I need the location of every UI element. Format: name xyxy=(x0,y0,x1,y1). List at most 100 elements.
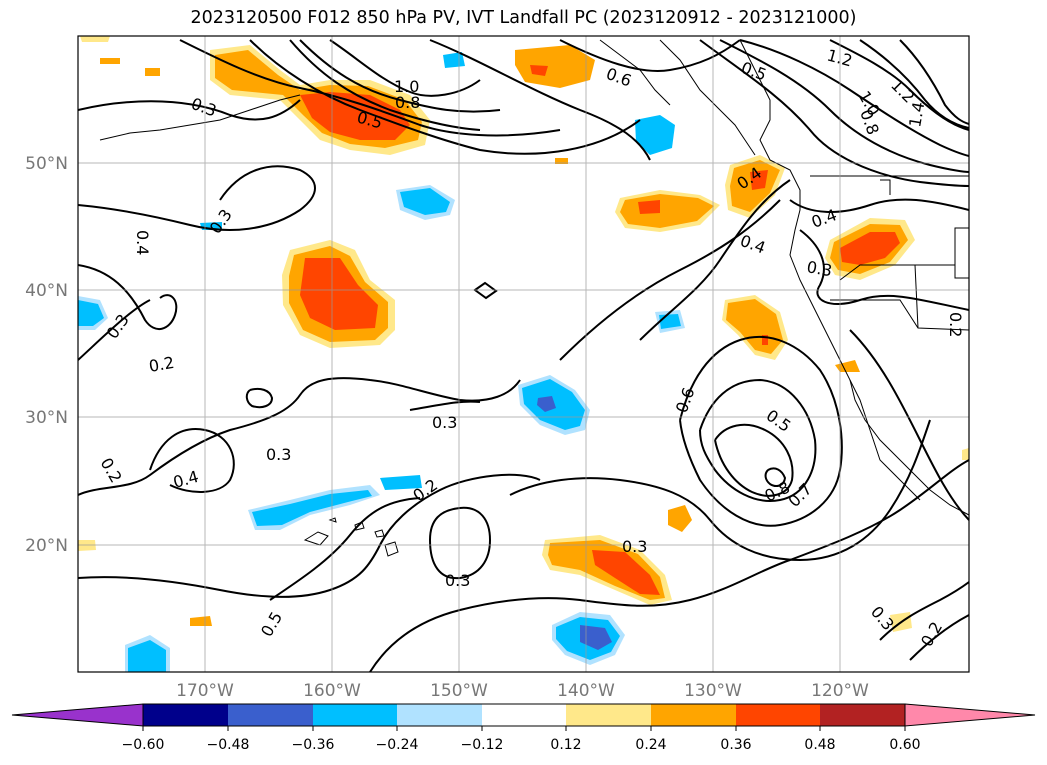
pv-positive-region xyxy=(515,45,595,88)
contour-line xyxy=(714,423,794,497)
contour-line xyxy=(78,377,521,496)
pv-positive-region xyxy=(100,58,120,64)
pv-negative-region xyxy=(580,625,612,650)
border xyxy=(839,264,955,281)
pv-positive-region xyxy=(726,299,783,354)
lon-label-120w: 120°W xyxy=(811,681,869,701)
colorbar-segment xyxy=(397,704,482,726)
colorbar-segment xyxy=(651,704,736,726)
island xyxy=(303,531,329,546)
contour-line xyxy=(799,229,969,311)
border xyxy=(914,264,919,329)
contour-line xyxy=(764,467,787,487)
colorbar-frame xyxy=(142,703,906,727)
contour-line xyxy=(699,39,969,187)
colorbar-segment xyxy=(313,704,397,726)
contour-label: 0.3 xyxy=(432,413,457,432)
contour-label: 0.2 xyxy=(147,353,175,376)
contour-line xyxy=(909,614,969,661)
lon-label-160w: 160°W xyxy=(303,681,361,701)
pv-negative-region xyxy=(128,640,166,672)
colorbar-low-extension xyxy=(11,703,144,727)
colorbar-tick-label: 0.36 xyxy=(720,737,751,753)
colorbar-tick-label: −0.24 xyxy=(376,737,419,753)
pv-negative-region xyxy=(635,115,675,155)
pv-positive-region xyxy=(300,258,378,330)
contour-line xyxy=(299,39,501,113)
border xyxy=(954,227,969,279)
contour-label: 0.2 xyxy=(946,312,965,337)
colorbar-tick-label: −0.48 xyxy=(207,737,250,753)
longitude-labels: 170°W 160°W 150°W 140°W 130°W 120°W xyxy=(176,681,869,701)
pv-negative-region xyxy=(78,300,104,326)
border xyxy=(830,299,969,331)
contour-label: 1.4 xyxy=(905,100,928,128)
contour-label: 0.4 xyxy=(133,230,152,255)
contour-line xyxy=(78,99,301,121)
colorbar-segment xyxy=(820,704,905,726)
ivt-contour-layer xyxy=(78,39,969,672)
island xyxy=(354,521,365,531)
contour-line xyxy=(699,378,817,502)
contour-line xyxy=(245,387,274,409)
colorbar-segment xyxy=(228,704,313,726)
coastline xyxy=(659,39,756,156)
contour-line xyxy=(78,473,541,598)
contour-line xyxy=(559,199,781,361)
lat-label-50n: 50°N xyxy=(25,154,68,174)
pv-negative-region xyxy=(537,396,556,412)
contour-line xyxy=(78,264,178,330)
pv-positive-region xyxy=(190,616,212,626)
contour-line xyxy=(289,39,481,131)
pv-fill-layer xyxy=(78,36,969,672)
pv-positive-region xyxy=(840,232,900,265)
pv-positive-region xyxy=(668,505,692,532)
colorbar-tick-label: 0.12 xyxy=(550,737,581,753)
lat-label-40n: 40°N xyxy=(25,281,68,301)
pv-positive-region xyxy=(638,200,660,214)
pv-positive-region xyxy=(750,170,768,190)
pv-positive-region xyxy=(962,448,969,460)
contour-line xyxy=(639,179,791,341)
pv-positive-region xyxy=(300,92,410,140)
pv-negative-region xyxy=(380,475,422,490)
contour-line xyxy=(78,299,151,361)
contour-line xyxy=(899,39,969,125)
pv-positive-region xyxy=(80,36,110,42)
grid-layer xyxy=(78,36,969,672)
contour-line xyxy=(719,39,969,173)
contour-line xyxy=(879,581,969,641)
contour-label: 0.3 xyxy=(805,257,833,280)
contour-label: 1.0 xyxy=(394,77,419,96)
colorbar-tick-label: −0.12 xyxy=(461,737,504,753)
colorbar-segment xyxy=(566,704,651,726)
map-title: 2023120500 F012 850 hPa PV, IVT Landfall… xyxy=(190,8,857,28)
contour-label: 0.3 xyxy=(622,537,647,556)
contour-line xyxy=(78,165,316,231)
pv-positive-region xyxy=(592,550,660,595)
island xyxy=(374,529,385,538)
contour-line xyxy=(409,400,481,411)
colorbar-tick-label: 0.60 xyxy=(889,737,920,753)
pv-negative-region xyxy=(252,490,372,526)
contour-line xyxy=(429,506,492,580)
colorbar-high-extension xyxy=(904,703,1036,727)
coastline xyxy=(599,39,671,106)
colorbar-segment xyxy=(482,704,566,726)
contour-label: 0.3 xyxy=(445,571,470,590)
contour-line xyxy=(849,329,969,521)
colorbar-tick-label: 0.48 xyxy=(804,737,835,753)
colorbar-segment xyxy=(143,704,228,726)
pv-positive-region xyxy=(530,65,548,76)
island xyxy=(384,541,399,557)
coastline xyxy=(849,379,921,501)
lon-label-130w: 130°W xyxy=(684,681,742,701)
colorbar-segment xyxy=(736,704,820,726)
colorbar-tick-label: −0.36 xyxy=(292,737,335,753)
colorbar-tick-label: 0.24 xyxy=(635,737,666,753)
contour-line xyxy=(249,39,641,155)
contour-line xyxy=(369,459,969,672)
lat-label-30n: 30°N xyxy=(25,408,68,428)
contour-line xyxy=(739,39,969,157)
